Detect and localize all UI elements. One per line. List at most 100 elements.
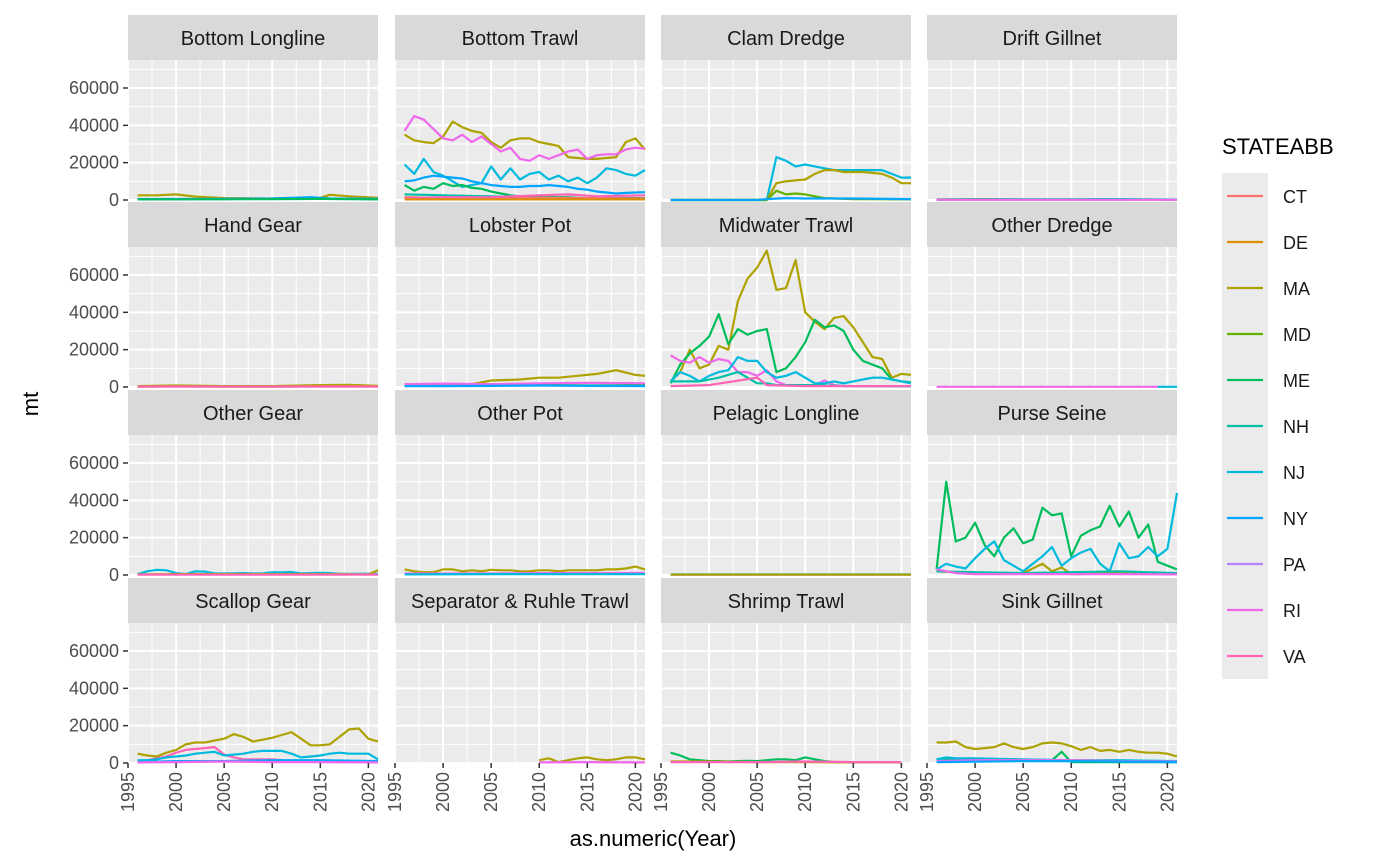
series-line-ma xyxy=(936,740,1178,758)
y-tick-label: 60000 xyxy=(69,453,119,473)
y-tick-label: 40000 xyxy=(69,490,119,510)
series-line-ny xyxy=(670,197,912,202)
panel-other-dredge: Other Dredge xyxy=(926,202,1177,388)
legend-label: NH xyxy=(1283,417,1309,437)
legend-label: MA xyxy=(1283,279,1310,299)
series-line-va xyxy=(670,760,902,764)
panel-sink-gillnet: Sink Gillnet 1995 2000 2005 2010 2015 2020 xyxy=(917,578,1177,812)
panel-bottom-longline: Bottom Longline 0 20000 40000 60000 xyxy=(69,15,379,210)
panel-background xyxy=(128,247,378,387)
x-tick-label: 2005 xyxy=(747,772,767,812)
facet-strip xyxy=(395,390,645,435)
series-line-nj xyxy=(936,492,1179,573)
panel-bottom-trawl: Bottom Trawl xyxy=(394,15,646,201)
legend-title: STATEABB xyxy=(1222,134,1334,159)
legend-label: NY xyxy=(1283,509,1308,529)
x-tick-label: 2020 xyxy=(625,772,645,812)
x-tick-label: 2020 xyxy=(1157,772,1177,812)
panel-scallop-gear: Scallop Gear 0 20000 40000 60000 1995 2000 2005… xyxy=(69,578,379,812)
panel-other-gear: Other Gear 0 20000 40000 60000 xyxy=(69,390,379,585)
facet-title: Drift Gillnet xyxy=(1003,28,1102,50)
facet-title: Other Dredge xyxy=(991,215,1112,237)
x-tick-label: 2015 xyxy=(310,772,330,812)
facet-title: Other Gear xyxy=(203,403,303,425)
y-tick-label: 60000 xyxy=(69,641,119,661)
x-tick-label: 1995 xyxy=(385,772,405,812)
facet-strip xyxy=(128,578,378,623)
facet-title: Separator & Ruhle Trawl xyxy=(411,591,629,613)
panel-other-pot: Other Pot xyxy=(394,390,646,576)
x-tick-label: 2015 xyxy=(577,772,597,812)
legend-keys: CT DE MA MD ME NH NJ NY PA RI VA xyxy=(1222,173,1311,679)
x-tick-label: 2000 xyxy=(166,772,186,812)
y-tick-label: 20000 xyxy=(69,340,119,360)
panel-shrimp-trawl: Shrimp Trawl 1995 2000 2005 2010 2015 2020 xyxy=(651,578,911,812)
facet-strip xyxy=(395,15,645,60)
x-tick-label: 2000 xyxy=(699,772,719,812)
panel-background xyxy=(927,435,1177,575)
x-tick-label: 2005 xyxy=(481,772,501,812)
legend: STATEABB CT DE MA MD ME NH NJ NY PA RI VA xyxy=(1222,134,1334,679)
facet-strip xyxy=(395,578,645,623)
facet-strip xyxy=(927,390,1177,435)
facet-title: Other Pot xyxy=(477,403,563,425)
y-tick-label: 0 xyxy=(109,377,119,397)
x-tick-label: 1995 xyxy=(917,772,937,812)
facet-strip xyxy=(661,578,911,623)
facet-title: Purse Seine xyxy=(998,403,1107,425)
panel-background xyxy=(661,623,911,763)
x-axis-title: as.numeric(Year) xyxy=(570,826,737,851)
series-line-va xyxy=(670,376,911,388)
facet-strip xyxy=(128,202,378,247)
x-tick-label: 2015 xyxy=(1109,772,1129,812)
panel-purse-seine: Purse Seine xyxy=(926,390,1179,576)
legend-label: DE xyxy=(1283,233,1308,253)
panel-background xyxy=(661,435,911,575)
panel-background xyxy=(128,435,378,575)
y-tick-label: 20000 xyxy=(69,153,119,173)
facet-title: Scallop Gear xyxy=(195,591,311,613)
x-tick-label: 1995 xyxy=(118,772,138,812)
panel-background xyxy=(395,435,645,575)
series-line-ri xyxy=(403,114,646,162)
series-line-ma xyxy=(404,565,646,574)
x-tick-label: 2005 xyxy=(214,772,234,812)
series-line-ma xyxy=(404,120,646,160)
facet-title: Bottom Trawl xyxy=(462,28,579,50)
facet-title: Lobster Pot xyxy=(469,215,572,237)
x-tick-label: 2000 xyxy=(433,772,453,812)
facet-title: Clam Dredge xyxy=(727,28,845,50)
facet-strip xyxy=(128,15,378,60)
y-tick-label: 40000 xyxy=(69,302,119,322)
facet-strip xyxy=(395,202,645,247)
panel-clam-dredge: Clam Dredge xyxy=(660,15,912,202)
panel-lobster-pot: Lobster Pot xyxy=(394,202,646,388)
series-line-ri xyxy=(137,760,379,764)
legend-label: VA xyxy=(1283,647,1306,667)
facet-strip xyxy=(927,578,1177,623)
series-line-nj xyxy=(137,749,379,762)
series-line-va xyxy=(404,193,646,200)
x-tick-label: 2010 xyxy=(262,772,282,812)
panel-hand-gear: Hand Gear 0 20000 40000 60000 xyxy=(69,202,379,397)
series-line-me xyxy=(935,480,1178,571)
facet-strip xyxy=(661,202,911,247)
facet-title: Bottom Longline xyxy=(181,28,326,50)
legend-label: RI xyxy=(1283,601,1301,621)
legend-label: PA xyxy=(1283,555,1306,575)
series-line-ri xyxy=(936,568,1178,576)
panel-background xyxy=(927,60,1177,200)
x-tick-label: 1995 xyxy=(651,772,671,812)
legend-label: MD xyxy=(1283,325,1311,345)
panel-drift-gillnet: Drift Gillnet xyxy=(926,15,1178,201)
y-tick-label: 60000 xyxy=(69,78,119,98)
series-line-ma xyxy=(137,727,379,758)
facet-strip xyxy=(927,202,1177,247)
y-tick-label: 40000 xyxy=(69,678,119,698)
facet-title: Sink Gillnet xyxy=(1001,591,1103,613)
series-line-ny xyxy=(404,384,646,388)
series-line-ri xyxy=(404,381,646,386)
y-tick-label: 0 xyxy=(109,190,119,210)
y-tick-label: 40000 xyxy=(69,115,119,135)
